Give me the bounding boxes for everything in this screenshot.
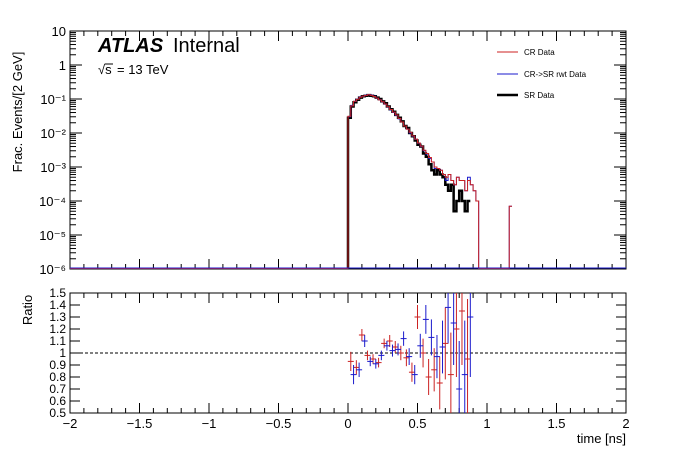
atlas-label: ATLAS	[97, 35, 164, 57]
top-y-tick-label: 10⁻⁴	[39, 194, 66, 209]
ratio-point-cr-sr-rwt-data	[395, 343, 402, 356]
ratio-point-cr-data	[453, 293, 460, 377]
ratio-point-cr-sr-rwt-data	[422, 305, 429, 334]
x-tick-label: 0.5	[408, 416, 426, 431]
top-y-tick-label: 10⁻⁶	[39, 262, 66, 277]
ratio-point-cr-data	[420, 338, 427, 368]
x-tick-label: −1	[202, 416, 217, 431]
bottom-y-tick-label: 0.8	[49, 370, 66, 384]
top-y-tick-label: 1	[59, 58, 66, 73]
bottom-y-tick-label: 1.2	[49, 322, 66, 336]
top-series-group	[70, 93, 626, 269]
ratio-point-cr-sr-rwt-data	[467, 293, 474, 377]
ratio-point-cr-sr-rwt-data	[450, 293, 457, 365]
ratio-point-cr-data	[386, 335, 393, 347]
bottom-axes: 0.50.60.70.80.911.11.21.31.41.5−2 −1.5 −1−…	[49, 286, 629, 431]
sqrt-s-label: √s	[98, 62, 112, 77]
x-tick-label: −1.5	[127, 416, 153, 431]
ratio-point-cr-sr-rwt-data	[383, 341, 390, 351]
legend-label-sr: SR Data	[524, 91, 555, 100]
ratio-point-cr-data	[353, 360, 360, 375]
x-tick-label: −0.5	[266, 416, 292, 431]
ratio-point-cr-data	[370, 354, 377, 364]
x-tick-label: 0	[344, 416, 351, 431]
ratio-point-cr-sr-rwt-data	[367, 356, 374, 367]
bottom-y-tick-label: 0.9	[49, 358, 66, 372]
ratio-point-cr-sr-rwt-data	[378, 350, 385, 361]
bottom-y-tick-label: 1	[59, 346, 66, 360]
bottom-y-tick-label: 1.5	[49, 286, 66, 300]
bottom-y-tick-label: 0.6	[49, 394, 66, 408]
ratio-point-cr-data	[442, 307, 449, 380]
x-tick-label: −2	[63, 416, 78, 431]
ratio-point-cr-sr-rwt-data	[445, 293, 452, 344]
ratio-point-cr-sr-rwt-data	[456, 341, 463, 413]
series-cr-data	[70, 94, 513, 269]
series-sr-data	[70, 93, 471, 269]
ratio-point-cr-sr-rwt-data	[411, 365, 418, 385]
ratio-point-cr-data	[364, 350, 371, 361]
ratio-point-cr-sr-rwt-data	[389, 344, 396, 357]
ratio-point-cr-data	[408, 362, 415, 382]
ratio-point-cr-sr-rwt-data	[350, 365, 357, 385]
legend: CR Data CR->SR rwt Data SR Data	[497, 48, 587, 100]
top-y-tick-label: 10⁻¹	[40, 92, 66, 107]
bottom-y-tick-label: 1.1	[49, 334, 66, 348]
ratio-point-cr-sr-rwt-data	[406, 348, 413, 365]
top-y-tick-label: 10⁻⁵	[39, 228, 66, 243]
ratio-point-cr-sr-rwt-data	[356, 362, 363, 377]
top-y-axis-title: Frac. Events/[2 GeV]	[10, 52, 25, 173]
ratio-point-cr-data	[447, 332, 454, 413]
ratio-point-cr-data	[397, 345, 404, 361]
top-y-tick-label: 10⁻²	[40, 126, 66, 141]
ratio-point-cr-data	[425, 359, 432, 395]
x-tick-label: 1.5	[547, 416, 565, 431]
energy-label: = 13 TeV	[117, 62, 169, 77]
ratio-point-cr-data	[458, 293, 465, 365]
bottom-series-group	[347, 293, 474, 413]
ratio-point-cr-sr-rwt-data	[461, 320, 468, 413]
x-axis-title: time [ns]	[577, 431, 626, 446]
legend-label-cr: CR Data	[524, 48, 555, 57]
ratio-point-cr-data	[358, 329, 365, 341]
ratio-point-cr-sr-rwt-data	[361, 335, 368, 347]
ratio-point-cr-data	[464, 299, 471, 413]
top-y-tick-label: 10	[52, 24, 66, 39]
top-y-tick-label: 10⁻³	[40, 160, 66, 175]
ratio-point-cr-sr-rwt-data	[372, 359, 379, 369]
ratio-point-cr-data	[414, 305, 421, 329]
x-tick-label: 2	[622, 416, 629, 431]
ratio-point-cr-data	[436, 356, 443, 410]
x-tick-label: 1	[483, 416, 490, 431]
ratio-point-cr-sr-rwt-data	[400, 331, 407, 346]
ratio-point-cr-sr-rwt-data	[439, 320, 446, 374]
bottom-y-tick-label: 1.4	[49, 298, 66, 312]
ratio-point-cr-data	[381, 338, 388, 349]
bottom-y-tick-label: 0.7	[49, 382, 66, 396]
bottom-y-axis-title: Ratio	[20, 295, 35, 325]
legend-label-rwt: CR->SR rwt Data	[524, 70, 587, 79]
ratio-point-cr-sr-rwt-data	[417, 333, 424, 358]
ratio-point-cr-data	[403, 349, 410, 367]
bottom-y-tick-label: 0.5	[49, 406, 66, 420]
internal-label: Internal	[173, 35, 240, 57]
bottom-y-tick-label: 1.3	[49, 310, 66, 324]
ratio-point-cr-data	[375, 357, 382, 368]
top-axes: 10⁻⁶ 10⁻⁵ 10⁻⁴ 10⁻³ 10⁻² 10⁻¹ 1 10	[39, 24, 627, 277]
ratio-point-cr-data	[347, 351, 354, 371]
ratio-point-cr-data	[392, 341, 399, 353]
ratio-point-cr-sr-rwt-data	[428, 319, 435, 356]
ratio-point-cr-sr-rwt-data	[433, 335, 440, 379]
ratio-point-cr-data	[431, 348, 438, 392]
